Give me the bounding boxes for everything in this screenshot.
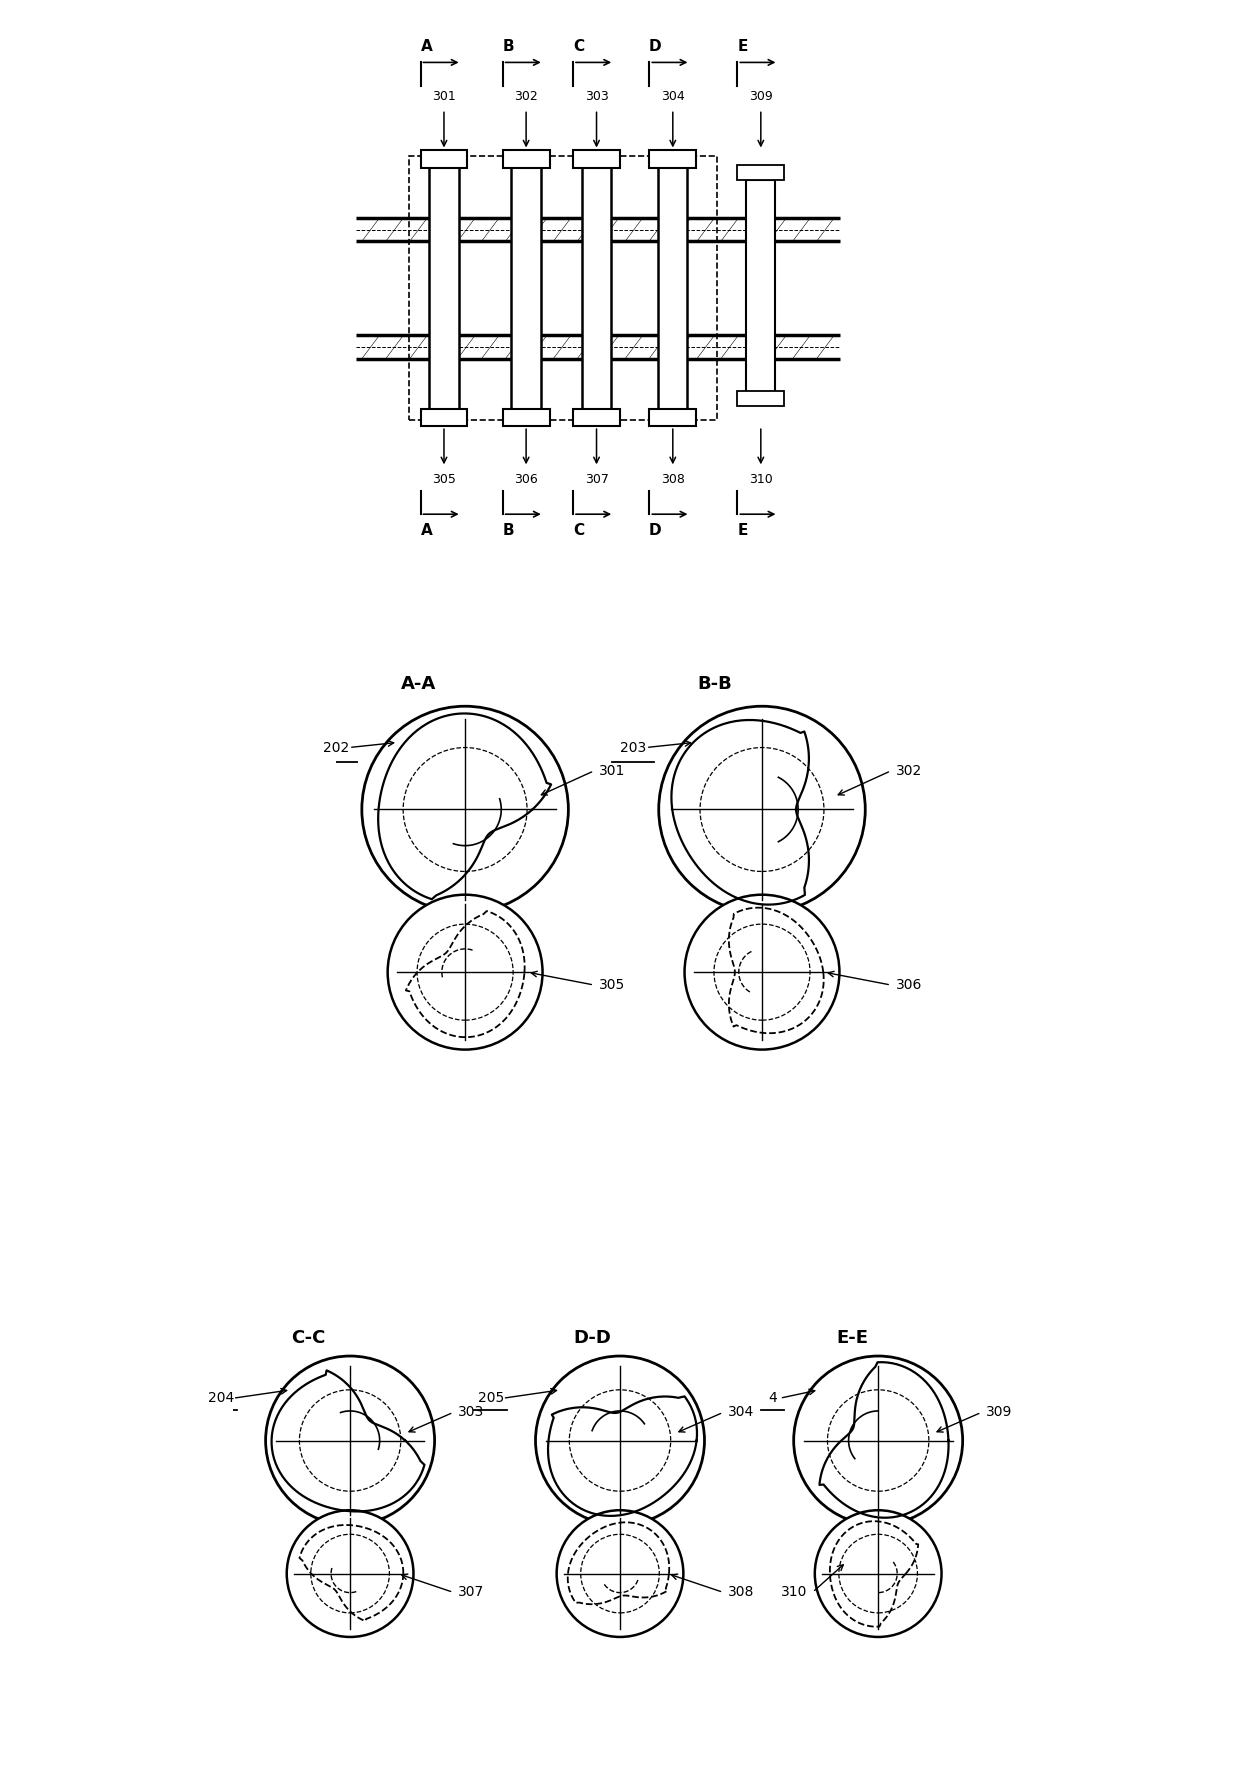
Text: 302: 302 bbox=[515, 91, 538, 104]
Text: D: D bbox=[649, 39, 661, 54]
Text: 309: 309 bbox=[986, 1405, 1013, 1419]
Bar bbox=[738, 391, 784, 406]
Text: A: A bbox=[420, 39, 433, 54]
Circle shape bbox=[536, 1356, 704, 1524]
Bar bbox=[511, 163, 541, 415]
Text: E: E bbox=[738, 524, 749, 538]
Text: 305: 305 bbox=[432, 474, 456, 486]
Text: 308: 308 bbox=[661, 474, 684, 486]
Circle shape bbox=[388, 895, 543, 1049]
Text: 310: 310 bbox=[781, 1585, 807, 1599]
Bar bbox=[573, 409, 620, 425]
Text: 4: 4 bbox=[768, 1392, 777, 1405]
Text: 303: 303 bbox=[458, 1405, 485, 1419]
Text: 304: 304 bbox=[661, 91, 684, 104]
Bar bbox=[420, 409, 467, 425]
Bar bbox=[650, 150, 697, 168]
Text: D: D bbox=[649, 524, 661, 538]
Text: 203: 203 bbox=[620, 740, 646, 754]
Bar bbox=[502, 150, 549, 168]
Text: 309: 309 bbox=[749, 91, 773, 104]
Text: 306: 306 bbox=[897, 977, 923, 992]
Circle shape bbox=[815, 1510, 941, 1637]
Circle shape bbox=[362, 706, 568, 913]
Bar bbox=[582, 163, 611, 415]
Text: C-C: C-C bbox=[291, 1330, 326, 1347]
Circle shape bbox=[286, 1510, 413, 1637]
Text: 307: 307 bbox=[458, 1585, 485, 1599]
Text: C: C bbox=[573, 39, 584, 54]
Bar bbox=[420, 150, 467, 168]
Text: A: A bbox=[420, 524, 433, 538]
Text: 302: 302 bbox=[897, 763, 923, 777]
Text: B: B bbox=[502, 39, 515, 54]
Text: 303: 303 bbox=[584, 91, 609, 104]
Text: 307: 307 bbox=[584, 474, 609, 486]
Text: 310: 310 bbox=[749, 474, 773, 486]
Bar bbox=[502, 409, 549, 425]
Text: 202: 202 bbox=[322, 740, 350, 754]
Bar bbox=[429, 163, 459, 415]
Bar bbox=[650, 409, 697, 425]
Text: E-E: E-E bbox=[836, 1330, 868, 1347]
Text: 301: 301 bbox=[599, 763, 626, 777]
Circle shape bbox=[684, 895, 839, 1049]
Circle shape bbox=[265, 1356, 434, 1524]
Text: 205: 205 bbox=[477, 1392, 503, 1405]
Text: B-B: B-B bbox=[697, 675, 732, 693]
Text: C: C bbox=[573, 524, 584, 538]
Bar bbox=[658, 163, 687, 415]
Text: 308: 308 bbox=[728, 1585, 754, 1599]
Text: E: E bbox=[738, 39, 749, 54]
Bar bbox=[746, 180, 775, 397]
Text: 304: 304 bbox=[728, 1405, 754, 1419]
Bar bbox=[573, 150, 620, 168]
Text: D-D: D-D bbox=[573, 1330, 611, 1347]
Text: 305: 305 bbox=[599, 977, 626, 992]
Bar bbox=[738, 164, 784, 180]
Circle shape bbox=[658, 706, 866, 913]
Text: 301: 301 bbox=[432, 91, 456, 104]
Text: 306: 306 bbox=[515, 474, 538, 486]
Text: B: B bbox=[502, 524, 515, 538]
Text: A-A: A-A bbox=[401, 675, 435, 693]
Circle shape bbox=[794, 1356, 962, 1524]
Bar bbox=[409, 155, 717, 420]
Circle shape bbox=[557, 1510, 683, 1637]
Text: 204: 204 bbox=[208, 1392, 234, 1405]
